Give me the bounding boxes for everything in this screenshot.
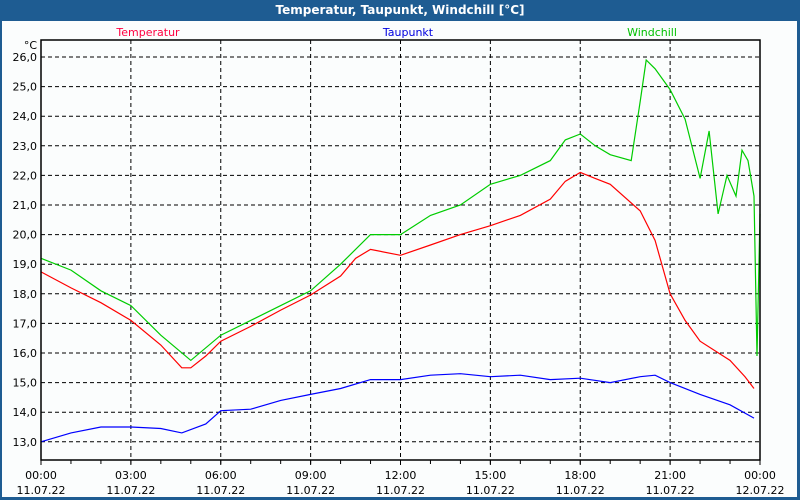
y-tick-label: 18,0 (13, 288, 38, 301)
x-tick-date: 11.07.22 (646, 484, 695, 497)
series-lines (40, 58, 761, 443)
x-tick-time: 21:00 (654, 469, 686, 482)
x-tick-date: 11.07.22 (106, 484, 155, 497)
y-tick-label: 13,0 (13, 436, 38, 449)
y-tick-label: 16,0 (13, 347, 38, 360)
y-tick-label: 24,0 (13, 110, 38, 123)
x-tick-time: 03:00 (115, 469, 147, 482)
x-tick-time: 12:00 (385, 469, 417, 482)
y-tick-label: 21,0 (13, 199, 38, 212)
x-tick-date: 11.07.22 (556, 484, 605, 497)
x-tick-time: 00:00 (744, 469, 776, 482)
x-tick-time: 00:00 (25, 469, 57, 482)
x-tick-time: 09:00 (295, 469, 327, 482)
y-tick-label: 26,0 (13, 51, 38, 64)
y-tick-label: 19,0 (13, 258, 38, 271)
x-tick-date: 11.07.22 (376, 484, 425, 497)
y-tick-label: 25,0 (13, 81, 38, 94)
x-tick-date: 11.07.22 (286, 484, 335, 497)
y-axis-unit: °C (24, 39, 38, 52)
x-tick-time: 18:00 (564, 469, 596, 482)
x-tick-date: 11.07.22 (196, 484, 245, 497)
axis-labels: 13,0 14,0 15,0 16,0 17,0 18,0 19,0 20,0 21,0 22,0… (13, 26, 785, 497)
series-line-windchill (40, 58, 761, 362)
y-tick-label: 20,0 (13, 229, 38, 242)
x-tick-time: 15:00 (475, 469, 507, 482)
y-tick-label: 14,0 (13, 406, 38, 419)
y-tick-label: 22,0 (13, 169, 38, 182)
gridlines (40, 40, 761, 465)
x-tick-date: 11.07.22 (17, 484, 66, 497)
y-tick-label: 15,0 (13, 377, 38, 390)
x-tick-date: 12.07.22 (736, 484, 785, 497)
x-tick-time: 06:00 (205, 469, 237, 482)
legend-temperatur: Temperatur (115, 26, 180, 39)
y-tick-label: 17,0 (13, 317, 38, 330)
series-line-taupunkt (40, 373, 755, 443)
legend-taupunkt: Taupunkt (382, 26, 434, 39)
legend-windchill: Windchill (627, 26, 677, 39)
plot-frame (40, 39, 761, 461)
window-title: Temperatur, Taupunkt, Windchill [°C] (275, 3, 525, 17)
chart-panel (2, 21, 797, 497)
y-tick-label: 23,0 (13, 140, 38, 153)
series-line-temperatur (40, 171, 755, 389)
x-tick-date: 11.07.22 (466, 484, 515, 497)
